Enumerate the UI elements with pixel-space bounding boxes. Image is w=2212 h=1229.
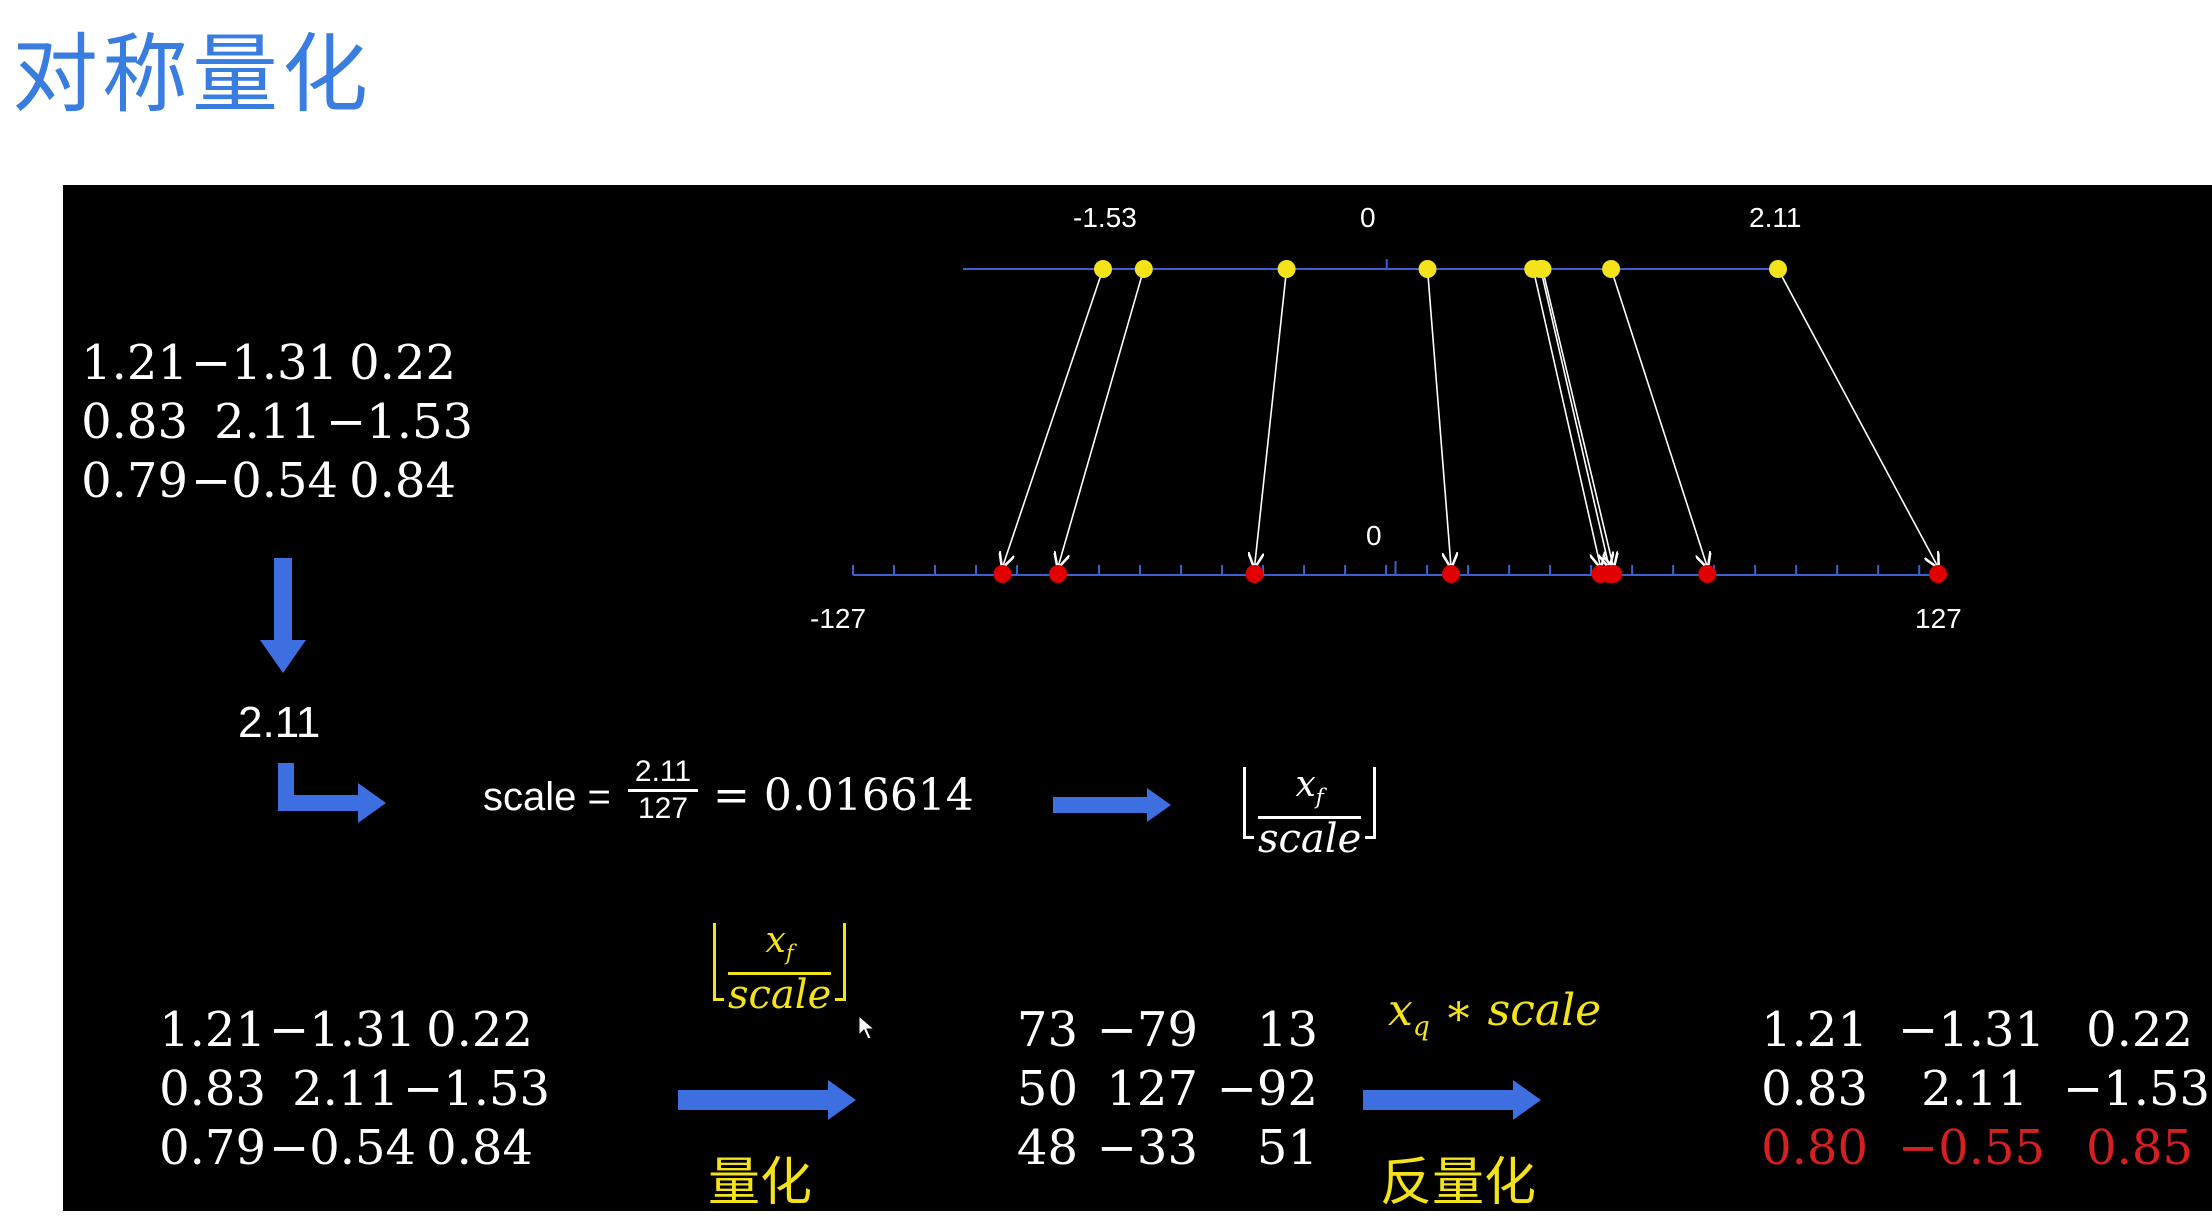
matrix-cell-error: −0.55: [1898, 1120, 2046, 1176]
matrix-cell: 2.11: [1921, 1061, 2028, 1117]
matrix-cell: −0.54: [269, 1120, 417, 1176]
matrix-cell: 0.83: [159, 1061, 266, 1117]
mouse-cursor-icon: [858, 1015, 876, 1040]
dequantize-arrow-icon: [1363, 1080, 1541, 1120]
mapping-arrow: [1003, 268, 1104, 567]
quantized-value-point: [1929, 565, 1947, 583]
matrix-cell: 0.79: [81, 453, 188, 509]
float-value-point: [1533, 260, 1552, 278]
mapping-arrow: [1610, 268, 1707, 567]
fraction-numerator: xf: [1295, 764, 1324, 811]
matrix-cell: 48: [1016, 1120, 1078, 1176]
matrix-cell-error: 0.80: [1761, 1120, 1868, 1176]
fraction-numerator: xf: [765, 920, 794, 967]
mapping-arrow: [1541, 268, 1613, 567]
matrix-cell: 0.22: [2086, 1002, 2193, 1058]
mapping-arrow: [1058, 268, 1145, 567]
matrix-cell: 2.11: [214, 394, 321, 450]
matrix-cell: 127: [1106, 1061, 1198, 1117]
quantized-value-point: [1442, 565, 1461, 583]
int-axis-max-label: 127: [1915, 603, 1962, 634]
float-value-point: [1277, 260, 1296, 278]
scale-label: scale =: [483, 775, 611, 819]
float-value-point: [1418, 260, 1437, 278]
quantized-value-point: [1698, 565, 1717, 583]
matrix-cell: 0.84: [426, 1120, 533, 1176]
number-line-diagram: [852, 259, 1947, 583]
matrix-cell: 0.22: [349, 335, 456, 391]
matrix-cell: 1.21: [81, 335, 188, 391]
scale-fraction: 2.11 127: [628, 755, 698, 826]
matrix-cell: −1.31: [269, 1002, 417, 1058]
quantized-value-point: [1049, 565, 1068, 583]
floor-bracket-left: [1243, 767, 1254, 839]
elbow-arrow-icon: [278, 763, 386, 823]
fraction-bar: [628, 789, 698, 792]
matrix-cell: −33: [1096, 1120, 1198, 1176]
quant-fraction: xf scale: [724, 920, 835, 1015]
fraction-bar: [1258, 816, 1362, 820]
matrix-cell: −1.53: [403, 1061, 551, 1117]
scale-denominator: 127: [637, 792, 689, 825]
float-value-point: [1094, 260, 1112, 278]
quant-formula-mid: xf scale: [1243, 764, 1377, 859]
quantized-value-point: [1604, 565, 1623, 583]
matrix-cell: 1.21: [159, 1002, 266, 1058]
quantized-value-point: [1245, 565, 1264, 583]
mapping-arrow: [1539, 268, 1609, 567]
matrix-cell: −1.53: [2063, 1061, 2211, 1117]
mapping-arrow: [1255, 268, 1288, 567]
matrix-cell: 0.83: [1761, 1061, 1868, 1117]
slide-panel: 1.21 −1.31 0.22 0.83 2.11 −1.53 0.79 −0.…: [63, 185, 2212, 1213]
matrix-cell: −1.31: [1898, 1002, 2046, 1058]
dequantize-label: 反量化: [1380, 1153, 1537, 1213]
matrix-cell: 50: [1016, 1061, 1078, 1117]
floor-bracket-right: [1365, 767, 1377, 839]
matrix-cell: 73: [1016, 1002, 1078, 1058]
page-title: 对称量化: [12, 25, 372, 125]
float-value-point: [1769, 260, 1787, 278]
matrix-cell: −1.53: [326, 394, 474, 450]
scale-numerator: 2.11: [634, 755, 692, 788]
right-arrow-icon: [1053, 788, 1171, 822]
matrix-cell: 0.84: [349, 453, 456, 509]
matrix-cell: 1.21: [1761, 1002, 1868, 1058]
mapping-arrow: [1426, 268, 1452, 567]
matrix-cell: 0.79: [159, 1120, 266, 1176]
float-value-point: [1602, 260, 1621, 278]
mapping-arrow: [1777, 268, 1938, 567]
float-axis-zero-label: 0: [1360, 202, 1376, 233]
scale-result: = 0.016614: [713, 770, 974, 821]
matrix-cell-error: 0.85: [2086, 1120, 2193, 1176]
quantize-arrow-icon: [678, 1080, 856, 1120]
float-axis-max-label: 2.11: [1749, 202, 1802, 233]
quantize-label: 量化: [708, 1153, 813, 1213]
matrix-cell: −1.31: [191, 335, 339, 391]
down-arrow-icon: [260, 558, 306, 673]
float-axis-min-label: -1.53: [1073, 202, 1137, 233]
floor-bracket-left: [713, 923, 724, 1001]
fraction-denominator: scale: [1258, 816, 1362, 863]
int-axis-min-label: -127: [810, 603, 867, 634]
matrix-cell: 0.83: [81, 394, 188, 450]
max-abs-value: 2.11: [238, 698, 321, 747]
fraction-bar: [728, 972, 832, 976]
float-value-point: [1134, 260, 1153, 278]
matrix-cell: 51: [1256, 1120, 1318, 1176]
matrix-cell: 13: [1256, 1002, 1318, 1058]
quant-fraction: xf scale: [1254, 764, 1365, 859]
matrix-cell: 2.11: [292, 1061, 399, 1117]
int-axis-zero-label: 0: [1366, 520, 1382, 551]
quantized-value-point: [993, 565, 1012, 583]
mapping-arrow: [1532, 268, 1600, 567]
matrix-cell: 0.22: [426, 1002, 533, 1058]
matrix-cell: −0.54: [191, 453, 339, 509]
matrix-cell: −79: [1096, 1002, 1198, 1058]
matrix-cell: −92: [1216, 1061, 1318, 1117]
fraction-denominator: scale: [728, 972, 832, 1019]
slide-bottom-edge: [0, 1211, 2212, 1229]
dequant-formula: xq ∗ scale: [1388, 985, 1602, 1042]
floor-bracket-right: [835, 923, 847, 1001]
quant-formula-yellow: xf scale: [713, 920, 847, 1015]
